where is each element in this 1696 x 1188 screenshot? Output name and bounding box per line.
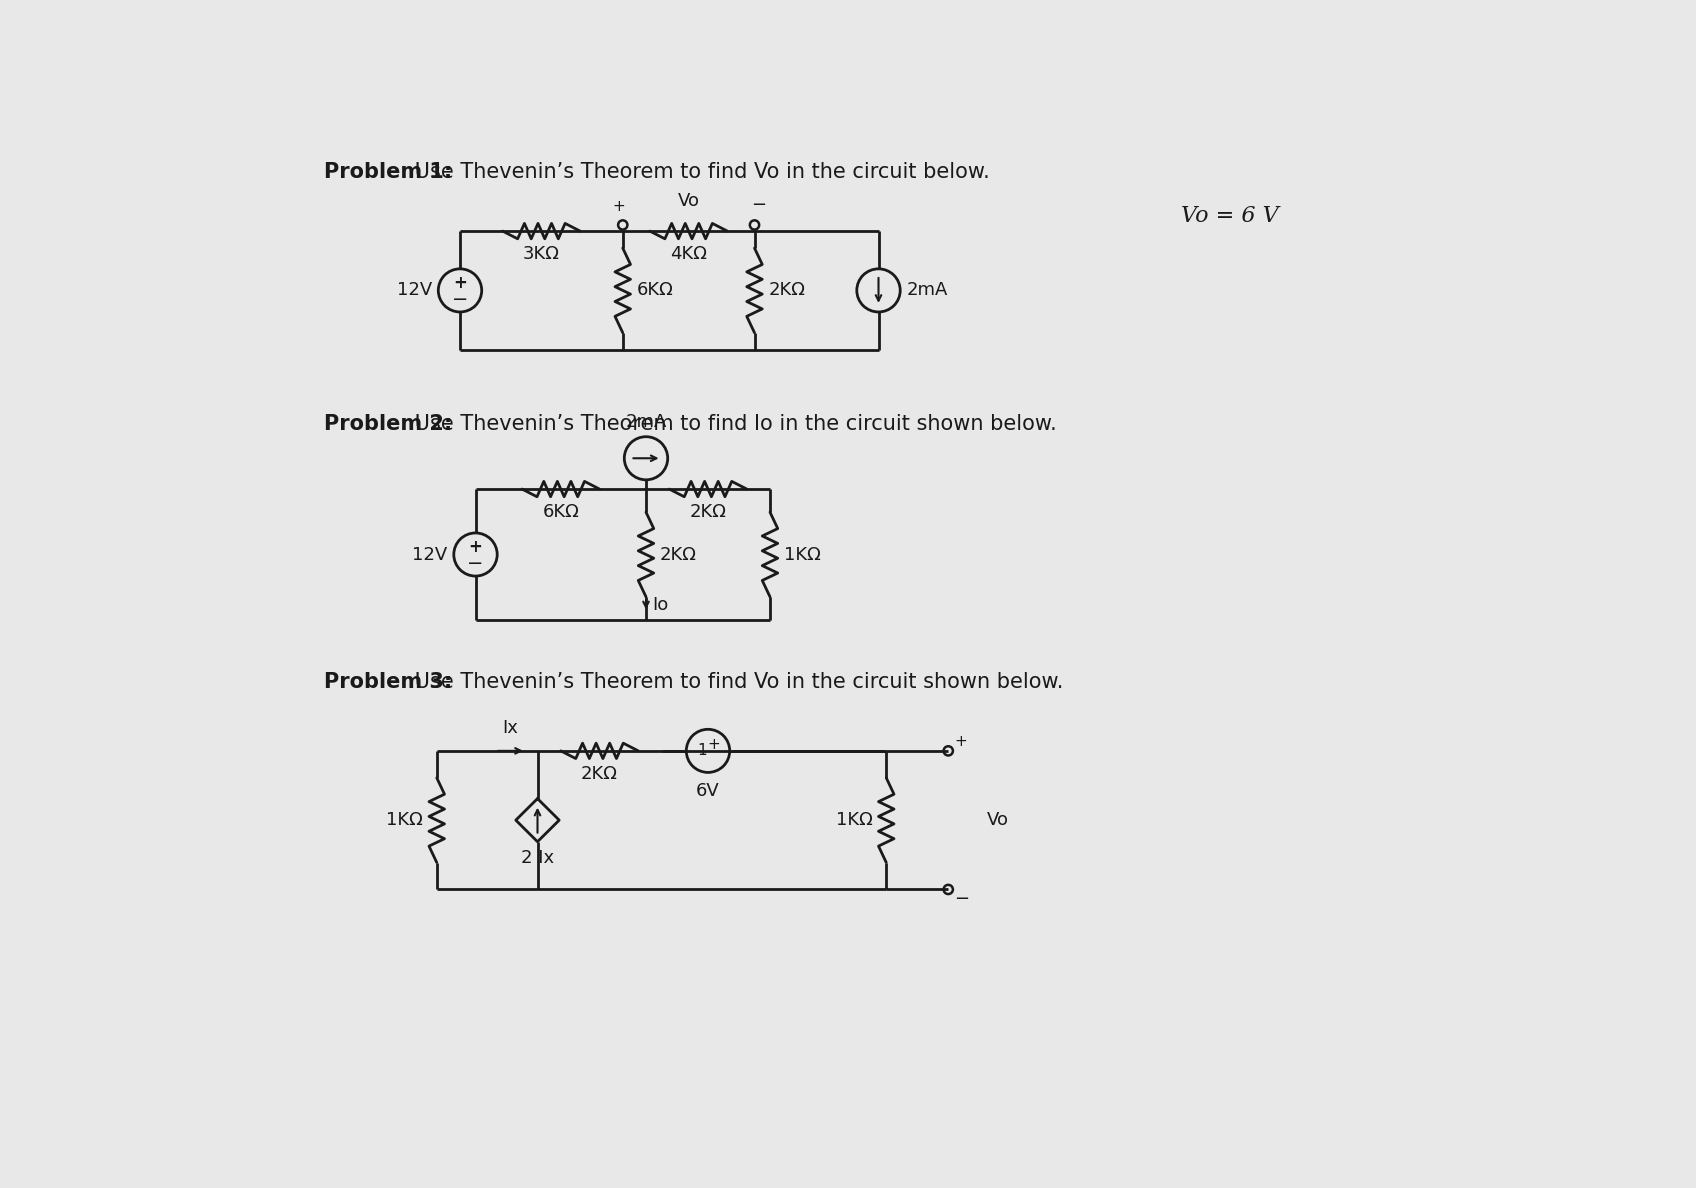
Text: 2mA: 2mA — [626, 412, 667, 430]
Text: Vo: Vo — [987, 811, 1009, 829]
Text: +: + — [707, 738, 721, 752]
Text: 3KΩ: 3KΩ — [522, 245, 560, 263]
Text: 4KΩ: 4KΩ — [670, 245, 707, 263]
Text: Vo: Vo — [678, 191, 700, 209]
Text: 1KΩ: 1KΩ — [836, 811, 872, 829]
Text: Ix: Ix — [502, 719, 519, 737]
Text: 12V: 12V — [397, 282, 432, 299]
Text: 2mA: 2mA — [906, 282, 948, 299]
Text: +: + — [468, 538, 482, 556]
Text: Problem 2:: Problem 2: — [324, 413, 453, 434]
Text: Use Thevenin’s Theorem to find Vo in the circuit shown below.: Use Thevenin’s Theorem to find Vo in the… — [409, 671, 1063, 691]
Text: Problem 3:: Problem 3: — [324, 671, 453, 691]
Text: Problem 1:: Problem 1: — [324, 162, 453, 182]
Text: −: − — [751, 196, 767, 214]
Text: +: + — [453, 273, 466, 292]
Text: 6V: 6V — [695, 782, 719, 800]
Text: −: − — [451, 290, 468, 309]
Text: −: − — [955, 890, 970, 908]
Text: 1KΩ: 1KΩ — [784, 545, 821, 563]
Text: Vo = 6 V: Vo = 6 V — [1180, 204, 1279, 227]
Text: 2 Ix: 2 Ix — [521, 849, 555, 867]
Text: Io: Io — [653, 595, 668, 613]
Text: 6KΩ: 6KΩ — [636, 282, 673, 299]
Text: +: + — [955, 734, 967, 750]
Text: 12V: 12V — [412, 545, 448, 563]
Text: Use Thevenin’s Theorem to find Io in the circuit shown below.: Use Thevenin’s Theorem to find Io in the… — [409, 413, 1057, 434]
Text: −: − — [468, 555, 483, 574]
Text: 2KΩ: 2KΩ — [690, 503, 726, 520]
Text: 2KΩ: 2KΩ — [768, 282, 806, 299]
Text: 6KΩ: 6KΩ — [543, 503, 578, 520]
Text: 1: 1 — [697, 744, 707, 758]
Text: +: + — [612, 200, 626, 214]
Text: Use Thevenin’s Theorem to find Vo in the circuit below.: Use Thevenin’s Theorem to find Vo in the… — [409, 162, 990, 182]
Text: 1KΩ: 1KΩ — [387, 811, 422, 829]
Text: 2KΩ: 2KΩ — [582, 765, 617, 783]
Text: 2KΩ: 2KΩ — [660, 545, 697, 563]
